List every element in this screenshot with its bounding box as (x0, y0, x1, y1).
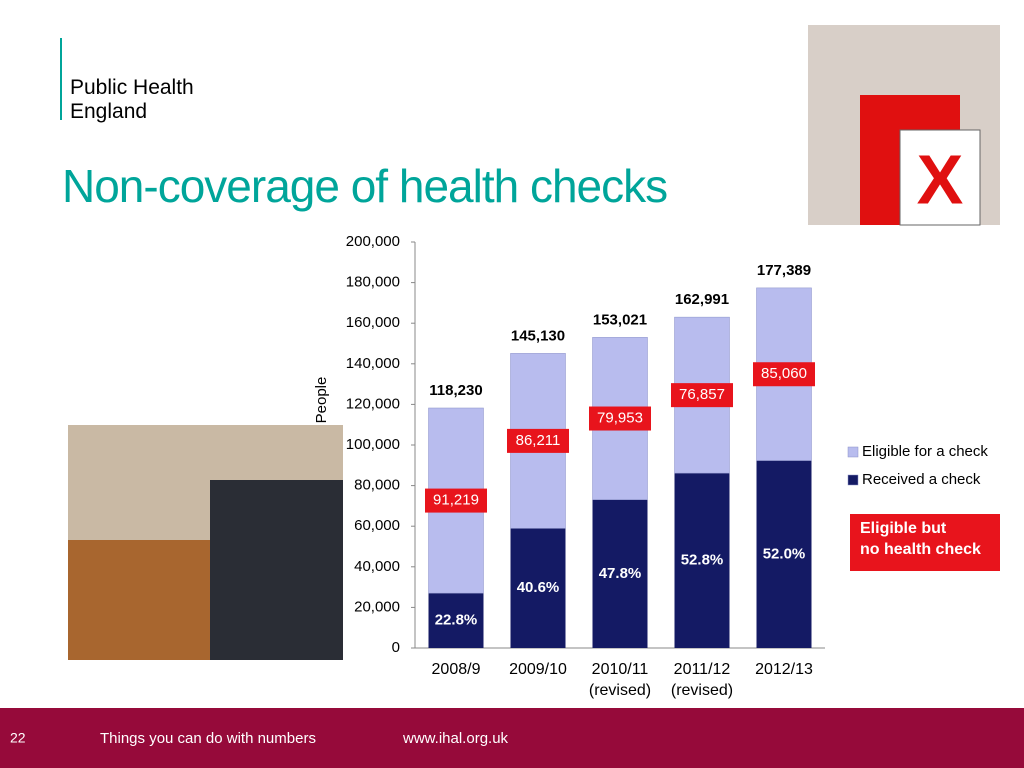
total-label: 145,130 (511, 327, 565, 344)
total-label: 162,991 (675, 291, 729, 308)
bar-segment (510, 528, 566, 648)
x-tick-label: 2010/11 (revised) (588, 661, 652, 699)
annotation: Eligible but (860, 520, 947, 537)
y-tick-label: 0 (392, 639, 400, 656)
logo-bar (60, 38, 62, 120)
legend-swatch (847, 474, 859, 486)
percent-label: 40.6% (517, 579, 560, 596)
percent-label: 47.8% (599, 565, 642, 582)
footer-url: www.ihal.org.uk (402, 730, 509, 747)
photo-x: X (917, 140, 964, 218)
value-label: 85,060 (761, 365, 807, 382)
footer-text: Things you can do with numbers (100, 730, 316, 747)
photo-person (210, 480, 343, 660)
x-tick-label: 2009/10 (509, 661, 567, 678)
logo-text: Public Health England (70, 76, 194, 123)
y-tick-label: 40,000 (354, 558, 400, 575)
legend-label: Eligible for a check (862, 443, 988, 460)
value-label-bg (671, 383, 733, 408)
x-tick-label: 2011/12 (revised) (670, 661, 734, 699)
y-tick-label: 140,000 (346, 355, 400, 372)
y-tick-label: 180,000 (346, 274, 400, 291)
percent-label: 22.8% (435, 612, 478, 629)
legend-swatch (847, 446, 859, 458)
value-label: 91,219 (433, 492, 479, 509)
value-label: 79,953 (597, 409, 643, 426)
percent-label: 52.8% (681, 552, 724, 569)
bar-segment (756, 460, 812, 648)
total-label: 153,021 (593, 311, 647, 328)
value-label: 76,857 (679, 386, 725, 403)
x-tick-label: 2012/13 (755, 661, 813, 678)
value-label-bg (425, 488, 487, 513)
percent-label: 52.0% (763, 545, 806, 562)
y-axis-label: People (313, 377, 330, 424)
value-label: 86,211 (516, 432, 561, 449)
legend-label: Received a check (862, 471, 981, 488)
bar-segment (592, 499, 648, 648)
footer-bar (0, 708, 1024, 768)
bar-segment (674, 473, 730, 648)
y-tick-label: 80,000 (354, 477, 400, 494)
photo-clipboard (899, 129, 981, 226)
annotation: no health check (860, 541, 981, 558)
y-tick-label: 20,000 (354, 598, 400, 615)
bar-segment (428, 593, 484, 648)
y-tick-label: 160,000 (346, 314, 400, 331)
value-label-bg (753, 362, 815, 387)
y-tick-label: 60,000 (354, 517, 400, 534)
y-tick-label: 200,000 (346, 233, 400, 250)
page-number: 22 (10, 730, 26, 746)
total-label: 177,389 (757, 262, 811, 279)
y-tick-label: 100,000 (346, 436, 400, 453)
y-tick-label: 120,000 (346, 395, 400, 412)
total-label: 118,230 (429, 382, 482, 399)
annotation-box (850, 514, 1000, 571)
x-tick-label: 2008/9 (431, 661, 481, 678)
title: Non-coverage of health checks (62, 160, 667, 212)
value-label-bg (589, 406, 651, 431)
value-label-bg (507, 428, 569, 453)
